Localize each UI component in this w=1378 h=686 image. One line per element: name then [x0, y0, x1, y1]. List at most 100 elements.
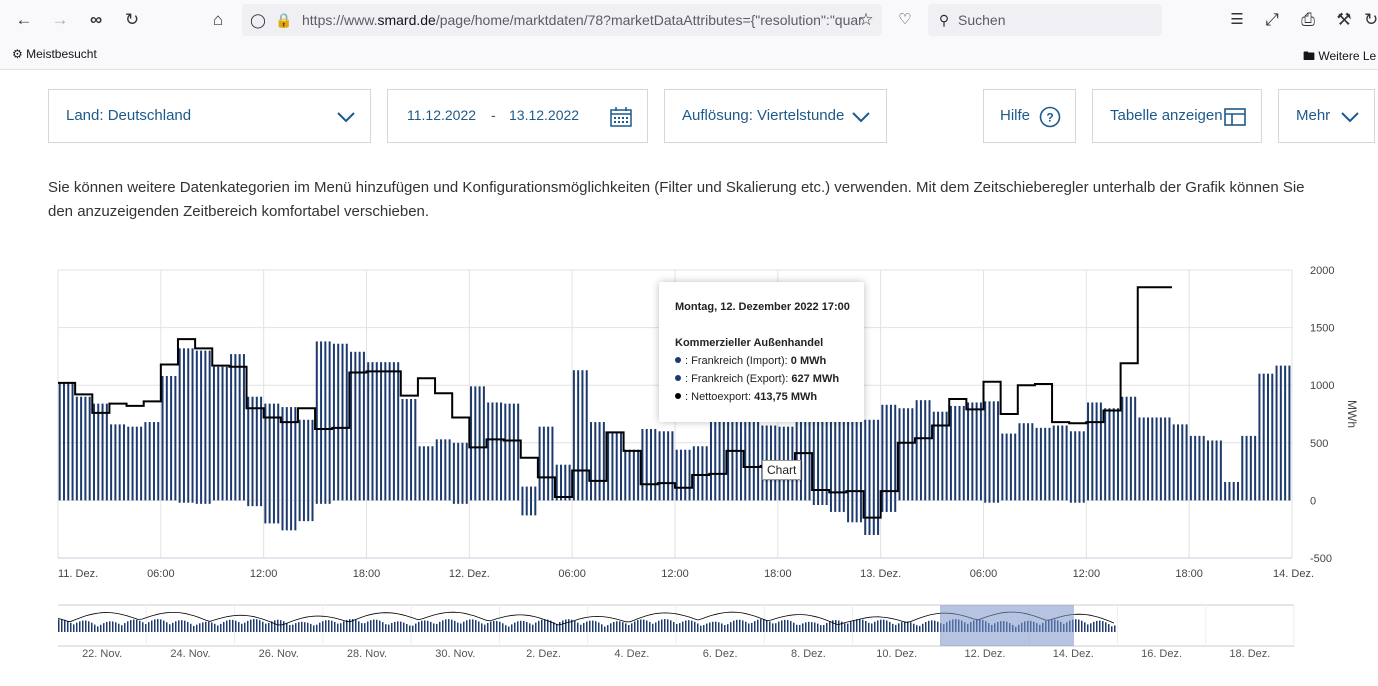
navigator-bar [106, 621, 108, 632]
navigator-bar [880, 619, 882, 632]
tools-icon[interactable]: ⚒ [1336, 10, 1352, 29]
bar-export [410, 399, 413, 501]
navigator-bar [580, 624, 582, 632]
bookmark-star-icon[interactable]: ☆ [858, 10, 874, 29]
bar-export [435, 439, 438, 501]
navigator-bar [892, 623, 894, 632]
bar-export [80, 396, 83, 501]
bar-import [204, 500, 207, 504]
navigator-bar [592, 620, 594, 632]
bar-export [1129, 396, 1132, 501]
help-button[interactable]: Hilfe ? [983, 89, 1076, 143]
forward-icon[interactable]: → [51, 10, 69, 29]
bar-export [1014, 433, 1017, 501]
lock-icon[interactable]: 🔒 [275, 12, 293, 28]
navigator-bar [322, 621, 324, 632]
bar-export [512, 403, 515, 501]
pocket-icon[interactable]: ♡ [898, 11, 912, 28]
bar-import [320, 500, 323, 504]
bar-export [628, 449, 631, 501]
bar-import [328, 500, 331, 504]
bar-export [915, 400, 918, 501]
bar-export [504, 403, 507, 501]
navigator-bar [658, 620, 660, 632]
navigator-bar [430, 621, 432, 632]
navigator-bar [352, 619, 354, 632]
navigator-bar [238, 622, 240, 632]
bar-import [881, 500, 884, 512]
navigator-bar [793, 622, 795, 632]
navigator-bar [355, 619, 357, 632]
bar-import [182, 500, 185, 503]
gear-icon: ⚙ [12, 47, 23, 61]
resolution-select[interactable]: Auflösung: Viertelstunde [664, 89, 887, 143]
navigator-bar [709, 622, 711, 632]
bar-import [1078, 500, 1081, 503]
url-text[interactable]: https://www.smard.de/page/home/marktdate… [302, 12, 864, 28]
bar-export [200, 350, 203, 501]
navigator-bar [214, 623, 216, 632]
browser-toolbar: ← → ∞ ↻ ⌂ ◯ 🔒 https://www.smard.de/page/… [0, 0, 1378, 41]
bar-export [212, 366, 215, 501]
sync-icon[interactable]: ↻ [1364, 10, 1378, 29]
navigator-net-line [57, 611, 1115, 626]
bar-export [1108, 408, 1111, 501]
navigator-bar [460, 623, 462, 632]
navigator-bar [124, 623, 126, 632]
bar-export [752, 392, 755, 501]
navigator-bar [154, 619, 156, 632]
bar-export [705, 446, 708, 501]
country-select[interactable]: Land: Deutschland [48, 89, 371, 143]
navigator-bar [67, 621, 69, 632]
search-box[interactable]: ⚲ Suchen [928, 4, 1162, 36]
search-icon: ⚲ [938, 12, 950, 28]
bar-import [534, 500, 537, 516]
bar-export [444, 439, 447, 501]
navigator-selected-range [940, 605, 1074, 646]
fullscreen-icon[interactable]: ⤢ [1265, 10, 1279, 29]
reload-icon[interactable]: ↻ [124, 10, 140, 29]
navigator-bar [1102, 621, 1104, 632]
navigator-bar [1105, 622, 1107, 632]
svg-text:?: ? [1046, 111, 1053, 125]
navigator-bar [634, 621, 636, 632]
date-to[interactable]: 13.12.2022 [509, 107, 580, 123]
show-table-button[interactable]: Tabelle anzeigen [1092, 89, 1262, 143]
bar-export [551, 426, 554, 501]
date-range-picker[interactable]: 11.12.2022 - 13.12.2022 [387, 89, 648, 143]
navigator-bar [151, 620, 153, 632]
navigator-bar [484, 624, 486, 632]
bar-import [855, 500, 858, 523]
bar-export [1155, 417, 1158, 501]
bar-export [1069, 431, 1072, 501]
navigator-label: 14. Dez. [1053, 648, 1094, 660]
bar-export [1057, 425, 1060, 501]
shield-icon[interactable]: ◯ [250, 12, 266, 28]
tooltip-group: Kommerzieller Außenhandel [675, 337, 824, 349]
address-bar[interactable]: ◯ 🔒 https://www.smard.de/page/home/markt… [242, 4, 882, 36]
navigator-bar [415, 623, 417, 632]
bar-export [967, 402, 970, 501]
bar-export [238, 354, 241, 501]
library-icon[interactable]: ☰ [1230, 11, 1244, 28]
bookmark-most-visited[interactable]: ⚙ Meistbesucht [12, 47, 97, 61]
navigator-bar [400, 621, 402, 632]
home-icon[interactable]: ⌂ [212, 10, 224, 29]
private-mask-icon[interactable]: ∞ [89, 10, 103, 29]
calendar-icon[interactable] [610, 107, 632, 127]
navigator-bar [703, 625, 705, 632]
bookmark-other[interactable]: 🖿 Weitere Le [1303, 49, 1377, 63]
navigator-bar [232, 619, 234, 632]
navigator-bar [160, 619, 162, 632]
bar-export [332, 343, 335, 501]
print-icon[interactable]: ⎙ [1301, 10, 1315, 29]
more-menu[interactable]: Mehr [1278, 89, 1375, 143]
back-icon[interactable]: ← [15, 10, 33, 29]
navigator-bar [211, 622, 213, 632]
navigator-bar [463, 621, 465, 632]
date-from[interactable]: 11.12.2022 [407, 107, 477, 123]
navigator-bar [436, 623, 438, 632]
bar-import [829, 500, 832, 512]
bar-export [58, 382, 61, 501]
navigator-bar [373, 619, 375, 632]
